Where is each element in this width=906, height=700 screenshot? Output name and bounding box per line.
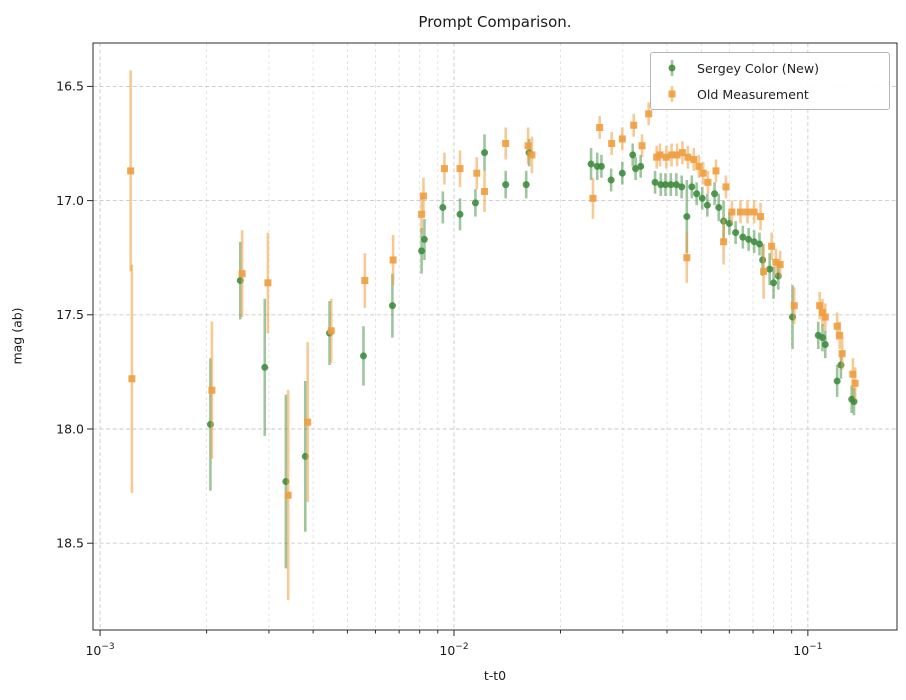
errorbar-circle-marker-icon [663,58,681,78]
legend: Sergey Color (New) Old Measurement [650,52,890,110]
x-tick-label: 10−2 [439,642,468,658]
x-tick-label: 10−1 [793,642,822,658]
error-bars [129,70,857,601]
x-tick-label: 10−3 [85,642,114,658]
y-tick-label: 17.0 [56,193,84,208]
tick-labels: 10−3 10−2 10−1 16.5 17.0 17.5 18.0 18.5 [56,79,822,658]
series-sergey-color-new [206,134,858,569]
y-tick-label: 18.5 [56,536,84,551]
errorbar-square-marker-icon [663,84,681,104]
axis-ticks [87,85,809,636]
y-tick-label: 16.5 [56,79,84,94]
series-old-measurement [127,70,859,601]
y-axis-label: mag (ab) [9,307,25,365]
y-tick-label: 17.5 [56,307,84,322]
major-gridlines [93,43,897,630]
y-tick-label: 18.0 [56,421,84,436]
legend-entry-sergey-color-new: Sergey Color (New) [663,56,889,80]
markers [127,110,859,499]
legend-entry-old-measurement: Old Measurement [663,82,889,106]
x-axis-label: t-t0 [483,668,507,683]
minor-gridlines [206,43,793,630]
chart-title: Prompt Comparison. [418,13,572,31]
legend-label: Old Measurement [697,86,809,102]
plot-border [92,42,898,631]
legend-label: Sergey Color (New) [697,60,820,76]
